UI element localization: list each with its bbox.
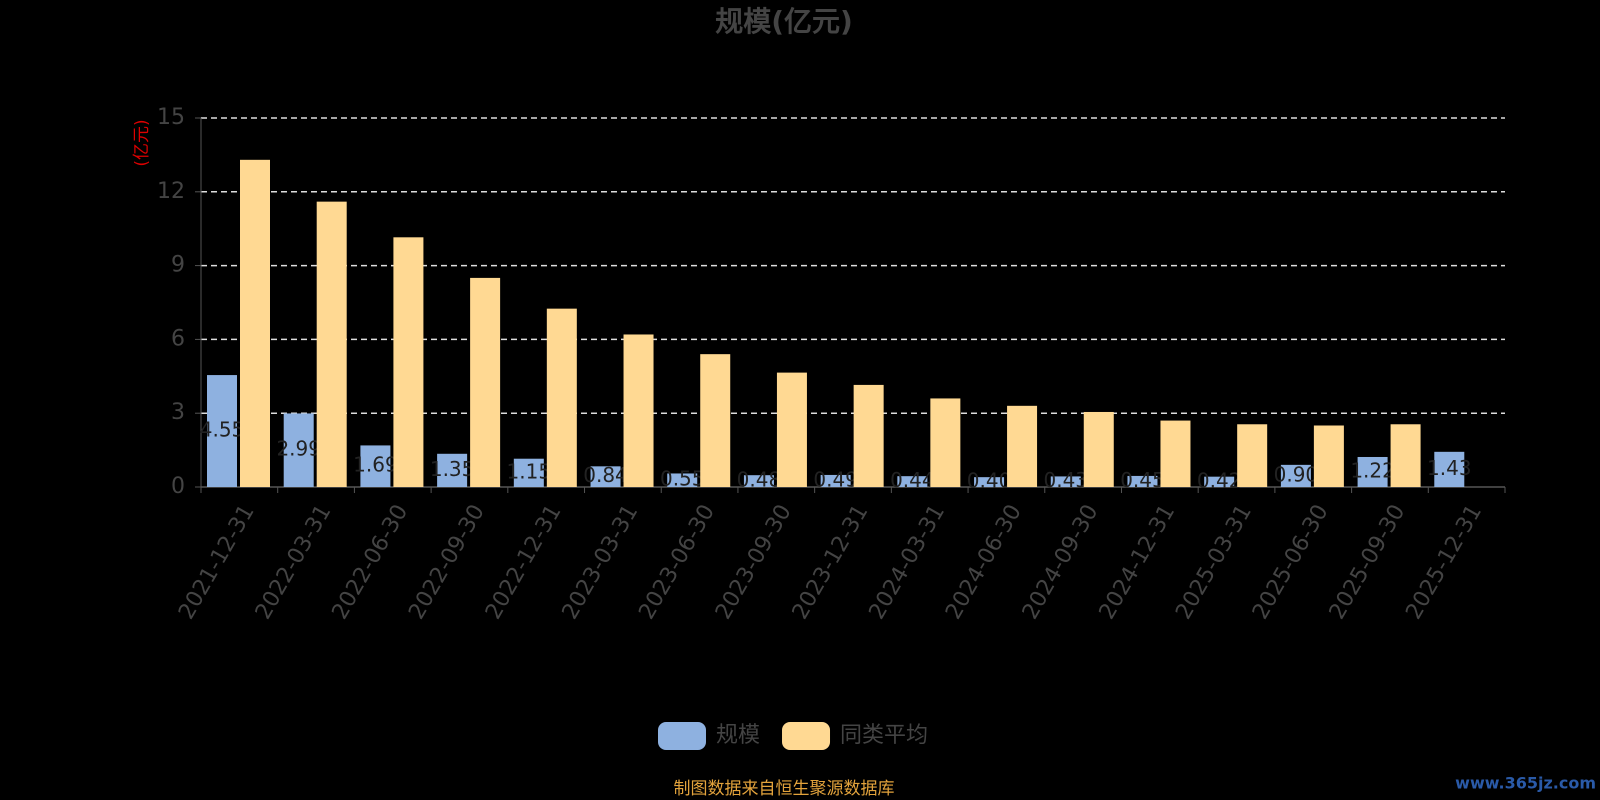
x-tick-label: 2021-12-31 xyxy=(174,501,260,624)
bar xyxy=(1007,405,1038,487)
bar xyxy=(1237,424,1268,487)
x-tick-label: 2024-09-30 xyxy=(1018,501,1104,624)
bar xyxy=(776,372,807,487)
x-tick-label: 2025-03-31 xyxy=(1171,501,1257,624)
bar xyxy=(437,453,468,487)
x-tick-label: 2023-03-31 xyxy=(558,501,644,624)
value-label: 1.35 xyxy=(430,457,475,481)
legend-swatch xyxy=(658,722,706,750)
y-axis-label: (亿元) xyxy=(132,119,152,166)
bar xyxy=(853,384,884,487)
legend-label: 规模 xyxy=(716,723,760,748)
source-note: 制图数据来自恒生聚源数据库 xyxy=(674,779,895,799)
value-label: 2.99 xyxy=(276,437,321,461)
x-tick-label: 2022-03-31 xyxy=(251,501,337,624)
legend-label: 同类平均 xyxy=(840,723,928,748)
value-label: 0.48 xyxy=(737,468,782,492)
x-tick-label: 2024-03-31 xyxy=(865,501,951,624)
value-label: 0.45 xyxy=(1120,468,1165,492)
bar xyxy=(316,201,347,487)
bar xyxy=(1434,451,1465,487)
bar xyxy=(623,334,654,487)
bar xyxy=(513,458,544,487)
bar xyxy=(207,375,237,487)
bar xyxy=(700,354,731,487)
bar xyxy=(360,445,391,487)
bar xyxy=(1127,475,1158,487)
bar xyxy=(1357,456,1388,487)
x-tick-label: 2022-06-30 xyxy=(328,501,414,624)
bar xyxy=(393,237,424,487)
legend: 规模 同类平均 xyxy=(658,722,928,750)
x-tick-label: 2025-12-31 xyxy=(1401,501,1487,624)
bar xyxy=(930,398,961,487)
value-label: 1.15 xyxy=(507,459,552,483)
bar xyxy=(974,477,1005,487)
bar xyxy=(283,413,314,487)
bar xyxy=(1313,425,1344,487)
bar xyxy=(1280,464,1311,487)
x-tick-label: 2023-06-30 xyxy=(634,501,720,624)
bar xyxy=(1083,411,1114,487)
value-label: 0.84 xyxy=(583,463,628,487)
x-tick-label: 2024-12-31 xyxy=(1095,501,1181,624)
watermark: www.365jz.com xyxy=(1455,774,1596,793)
value-label: 0.43 xyxy=(1043,468,1088,492)
bar xyxy=(590,466,621,487)
value-label: 0.42 xyxy=(1197,468,1242,492)
bar xyxy=(897,476,928,487)
value-label: 1.69 xyxy=(353,453,398,477)
y-tick-label: 0 xyxy=(171,474,185,499)
y-tick-label: 12 xyxy=(157,179,185,204)
legend-swatch xyxy=(782,722,831,750)
x-tick-label: 2025-09-30 xyxy=(1325,501,1411,624)
bar xyxy=(1050,476,1081,487)
bar xyxy=(240,159,270,487)
bar xyxy=(743,475,774,487)
x-tick-label: 2022-09-30 xyxy=(404,501,490,624)
y-tick-label: 15 xyxy=(157,105,185,130)
value-label: 0.40 xyxy=(967,469,1012,493)
bar xyxy=(1390,424,1421,487)
value-label: 0.49 xyxy=(813,467,858,491)
x-tick-label: 2023-09-30 xyxy=(711,501,797,624)
value-label: 0.44 xyxy=(890,468,935,492)
x-tick-label: 2025-06-30 xyxy=(1248,501,1334,624)
bar xyxy=(546,308,577,487)
x-tick-label: 2023-12-31 xyxy=(788,501,874,624)
y-tick-label: 3 xyxy=(171,400,185,425)
bar xyxy=(1204,476,1235,487)
value-label: 0.90 xyxy=(1274,462,1319,486)
value-label: 1.43 xyxy=(1427,456,1472,480)
value-label: 4.55 xyxy=(200,418,245,442)
x-tick-label: 2022-12-31 xyxy=(481,501,567,624)
value-label: 1.22 xyxy=(1350,458,1395,482)
bar xyxy=(820,474,851,487)
value-label: 0.55 xyxy=(660,467,705,491)
bar xyxy=(470,277,501,487)
y-tick-label: 9 xyxy=(171,253,185,278)
x-tick-label: 2024-06-30 xyxy=(941,501,1027,624)
bar xyxy=(667,473,698,487)
bar xyxy=(1160,420,1191,487)
chart-title: 规模(亿元) xyxy=(715,5,853,38)
y-tick-label: 6 xyxy=(171,326,185,351)
